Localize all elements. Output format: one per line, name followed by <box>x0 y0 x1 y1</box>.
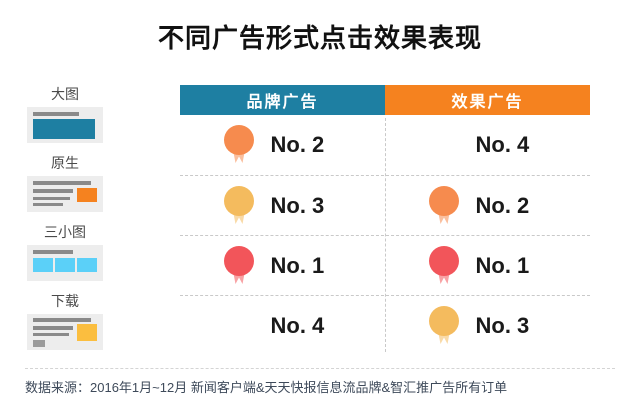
rank-value: No. 2 <box>475 192 530 218</box>
table-row: No. 1 No. 1 <box>180 235 590 295</box>
format-item-download: 下载 <box>27 293 103 350</box>
format-item-large-image: 大图 <box>27 86 103 143</box>
medal-ribbon-icon <box>428 305 460 346</box>
page-title: 不同广告形式点击效果表现 <box>157 23 482 53</box>
large-image-ad-icon <box>27 107 103 143</box>
format-label: 大图 <box>51 86 79 102</box>
table-body: No. 2 No. 4 No. 3 <box>180 115 590 355</box>
rank-value: No. 1 <box>270 252 325 278</box>
data-source-text: 数据来源：2016年1月~12月 新闻客户端&天天快报信息流品牌&智汇推广告所有… <box>25 380 508 395</box>
medal-ribbon-icon <box>223 185 255 226</box>
cell-brand-large-image: No. 2 <box>180 115 385 175</box>
footer: 数据来源：2016年1月~12月 新闻客户端&天天快报信息流品牌&智汇推广告所有… <box>25 368 615 396</box>
native-ad-icon <box>27 176 103 212</box>
table-row: No. 3 No. 2 <box>180 175 590 235</box>
ad-format-sidebar: 大图 原生 三小图 <box>27 86 103 362</box>
cell-brand-native: No. 3 <box>180 176 385 235</box>
cell-effect-large-image: No. 4 <box>385 115 590 175</box>
medal-ribbon-icon <box>428 185 460 226</box>
column-divider <box>385 118 386 352</box>
rank-value: No. 4 <box>475 132 530 157</box>
three-thumbnails-ad-icon <box>27 245 103 281</box>
cell-effect-download: No. 3 <box>385 296 590 355</box>
rank-value: No. 3 <box>270 192 325 218</box>
rank-value: No. 2 <box>270 132 325 157</box>
download-ad-icon <box>27 314 103 350</box>
format-label: 下载 <box>51 293 79 309</box>
table-header: 品牌广告 效果广告 <box>180 85 590 115</box>
cell-effect-three-thumbnails: No. 1 <box>385 236 590 295</box>
rank-value: No. 1 <box>475 252 530 278</box>
rank-value: No. 3 <box>475 312 530 338</box>
medal-ribbon-icon <box>428 245 460 286</box>
cell-effect-native: No. 2 <box>385 176 590 235</box>
rank-value: No. 4 <box>270 312 325 338</box>
format-item-native: 原生 <box>27 155 103 212</box>
format-label: 三小图 <box>44 224 86 240</box>
ranking-table: 品牌广告 效果广告 No. 2 No. 4 <box>180 85 590 355</box>
column-header-brand-ads: 品牌广告 <box>180 85 385 115</box>
cell-brand-three-thumbnails: No. 1 <box>180 236 385 295</box>
table-row: No. 2 No. 4 <box>180 115 590 175</box>
cell-brand-download: No. 4 <box>180 296 385 355</box>
medal-ribbon-icon <box>223 125 255 165</box>
format-label: 原生 <box>51 155 79 171</box>
format-item-three-thumbnails: 三小图 <box>27 224 103 281</box>
column-header-effect-ads: 效果广告 <box>385 85 590 115</box>
medal-ribbon-icon <box>223 245 255 286</box>
